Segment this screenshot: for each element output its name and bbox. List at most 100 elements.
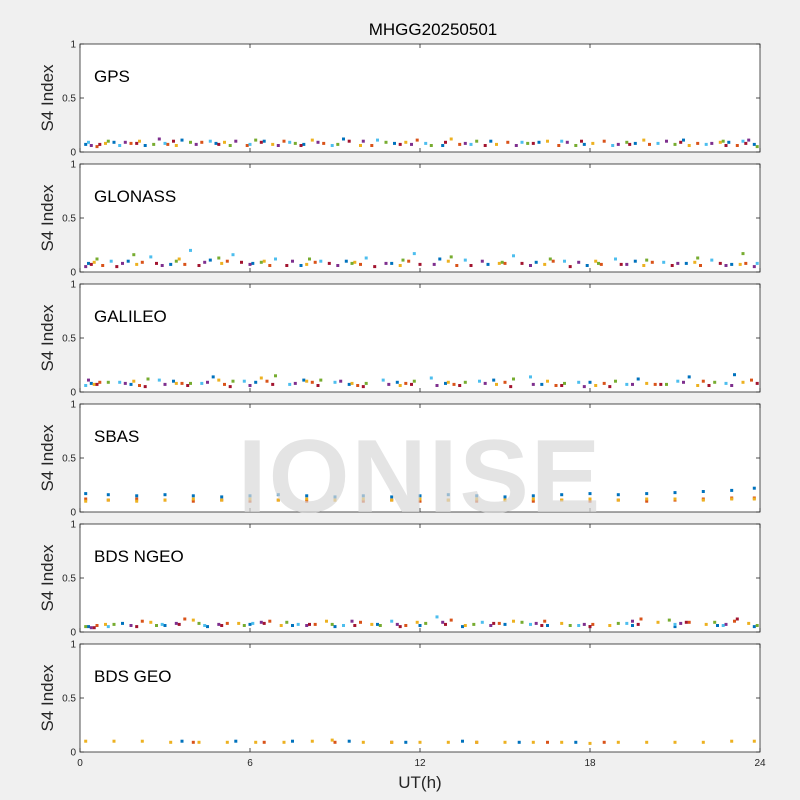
data-point <box>520 620 524 624</box>
data-point <box>540 624 544 627</box>
data-point <box>356 384 360 387</box>
data-point <box>259 376 263 380</box>
series-1 <box>87 621 756 629</box>
data-point <box>106 380 110 384</box>
data-point <box>670 264 674 267</box>
data-point <box>387 382 391 386</box>
data-point <box>673 622 677 626</box>
scatter-series-group <box>84 486 756 503</box>
data-point <box>129 141 133 145</box>
data-point <box>577 260 581 264</box>
data-point <box>503 498 507 502</box>
data-point <box>129 382 133 386</box>
data-point <box>744 261 748 265</box>
data-point <box>588 380 592 384</box>
data-point <box>503 622 507 626</box>
data-point <box>327 261 331 265</box>
data-point <box>248 622 252 626</box>
data-point <box>665 382 668 386</box>
data-point <box>84 499 88 503</box>
data-point <box>310 739 314 743</box>
data-point <box>237 621 241 625</box>
data-point <box>333 380 337 384</box>
data-point <box>735 144 739 147</box>
series-3 <box>92 257 742 267</box>
data-point <box>489 139 493 143</box>
data-point <box>242 624 246 627</box>
data-point <box>350 261 354 265</box>
data-point <box>333 498 337 502</box>
y-tick-label: 1 <box>70 520 76 531</box>
data-point <box>588 492 592 496</box>
data-point <box>84 625 88 629</box>
x-tick-label: 12 <box>414 758 426 769</box>
series-3 <box>84 497 756 503</box>
data-point <box>449 255 453 259</box>
data-point <box>594 384 598 387</box>
data-point <box>455 264 459 267</box>
data-point <box>262 621 266 625</box>
data-point <box>395 622 399 626</box>
data-point <box>353 260 357 264</box>
data-point <box>599 262 603 266</box>
data-point <box>483 381 487 385</box>
data-point <box>747 621 751 625</box>
data-point <box>370 144 374 147</box>
data-point <box>616 740 620 744</box>
data-point <box>248 384 252 387</box>
data-point <box>642 138 646 142</box>
x-tick-label: 0 <box>77 758 83 769</box>
panel-sbas: S4 Index SBAS 0 0.5 1 <box>38 400 761 519</box>
data-point <box>444 622 447 626</box>
data-point <box>276 498 280 502</box>
y-tick-label: 0 <box>70 388 76 399</box>
data-point <box>676 261 680 265</box>
data-point <box>404 624 408 627</box>
data-point <box>92 260 96 264</box>
data-point <box>582 622 586 626</box>
data-point <box>279 624 283 627</box>
data-point <box>143 144 147 147</box>
data-point <box>364 381 368 385</box>
data-point <box>177 257 181 261</box>
data-point <box>741 139 745 143</box>
y-axis-label: S4 Index <box>38 544 57 612</box>
scatter-series-group <box>84 137 759 149</box>
data-point <box>92 626 96 630</box>
data-point <box>138 384 141 387</box>
data-point <box>206 625 209 629</box>
data-point <box>217 378 221 382</box>
data-point <box>741 252 745 256</box>
data-point <box>293 141 297 145</box>
data-point <box>240 260 243 264</box>
series-2 <box>95 138 739 149</box>
panel-label: BDS GEO <box>94 667 171 686</box>
data-point <box>262 259 266 263</box>
data-point <box>730 739 734 743</box>
data-point <box>89 626 93 630</box>
data-point <box>418 262 422 266</box>
data-point <box>118 144 122 147</box>
data-point <box>160 622 164 626</box>
data-point <box>503 380 507 384</box>
data-point <box>234 739 238 743</box>
data-point <box>361 740 365 744</box>
data-point <box>305 499 309 503</box>
data-point <box>463 380 467 384</box>
data-point <box>118 380 122 384</box>
data-point <box>682 138 685 142</box>
data-point <box>251 261 255 265</box>
data-point <box>333 625 337 629</box>
data-point <box>639 617 643 621</box>
data-point <box>755 624 759 627</box>
data-point <box>361 139 365 143</box>
data-point <box>480 620 484 624</box>
data-point <box>656 620 660 624</box>
data-point <box>602 381 606 385</box>
data-point <box>563 381 566 385</box>
data-point <box>191 618 195 622</box>
data-point <box>172 379 175 383</box>
data-point <box>203 624 207 627</box>
data-point <box>713 380 717 384</box>
